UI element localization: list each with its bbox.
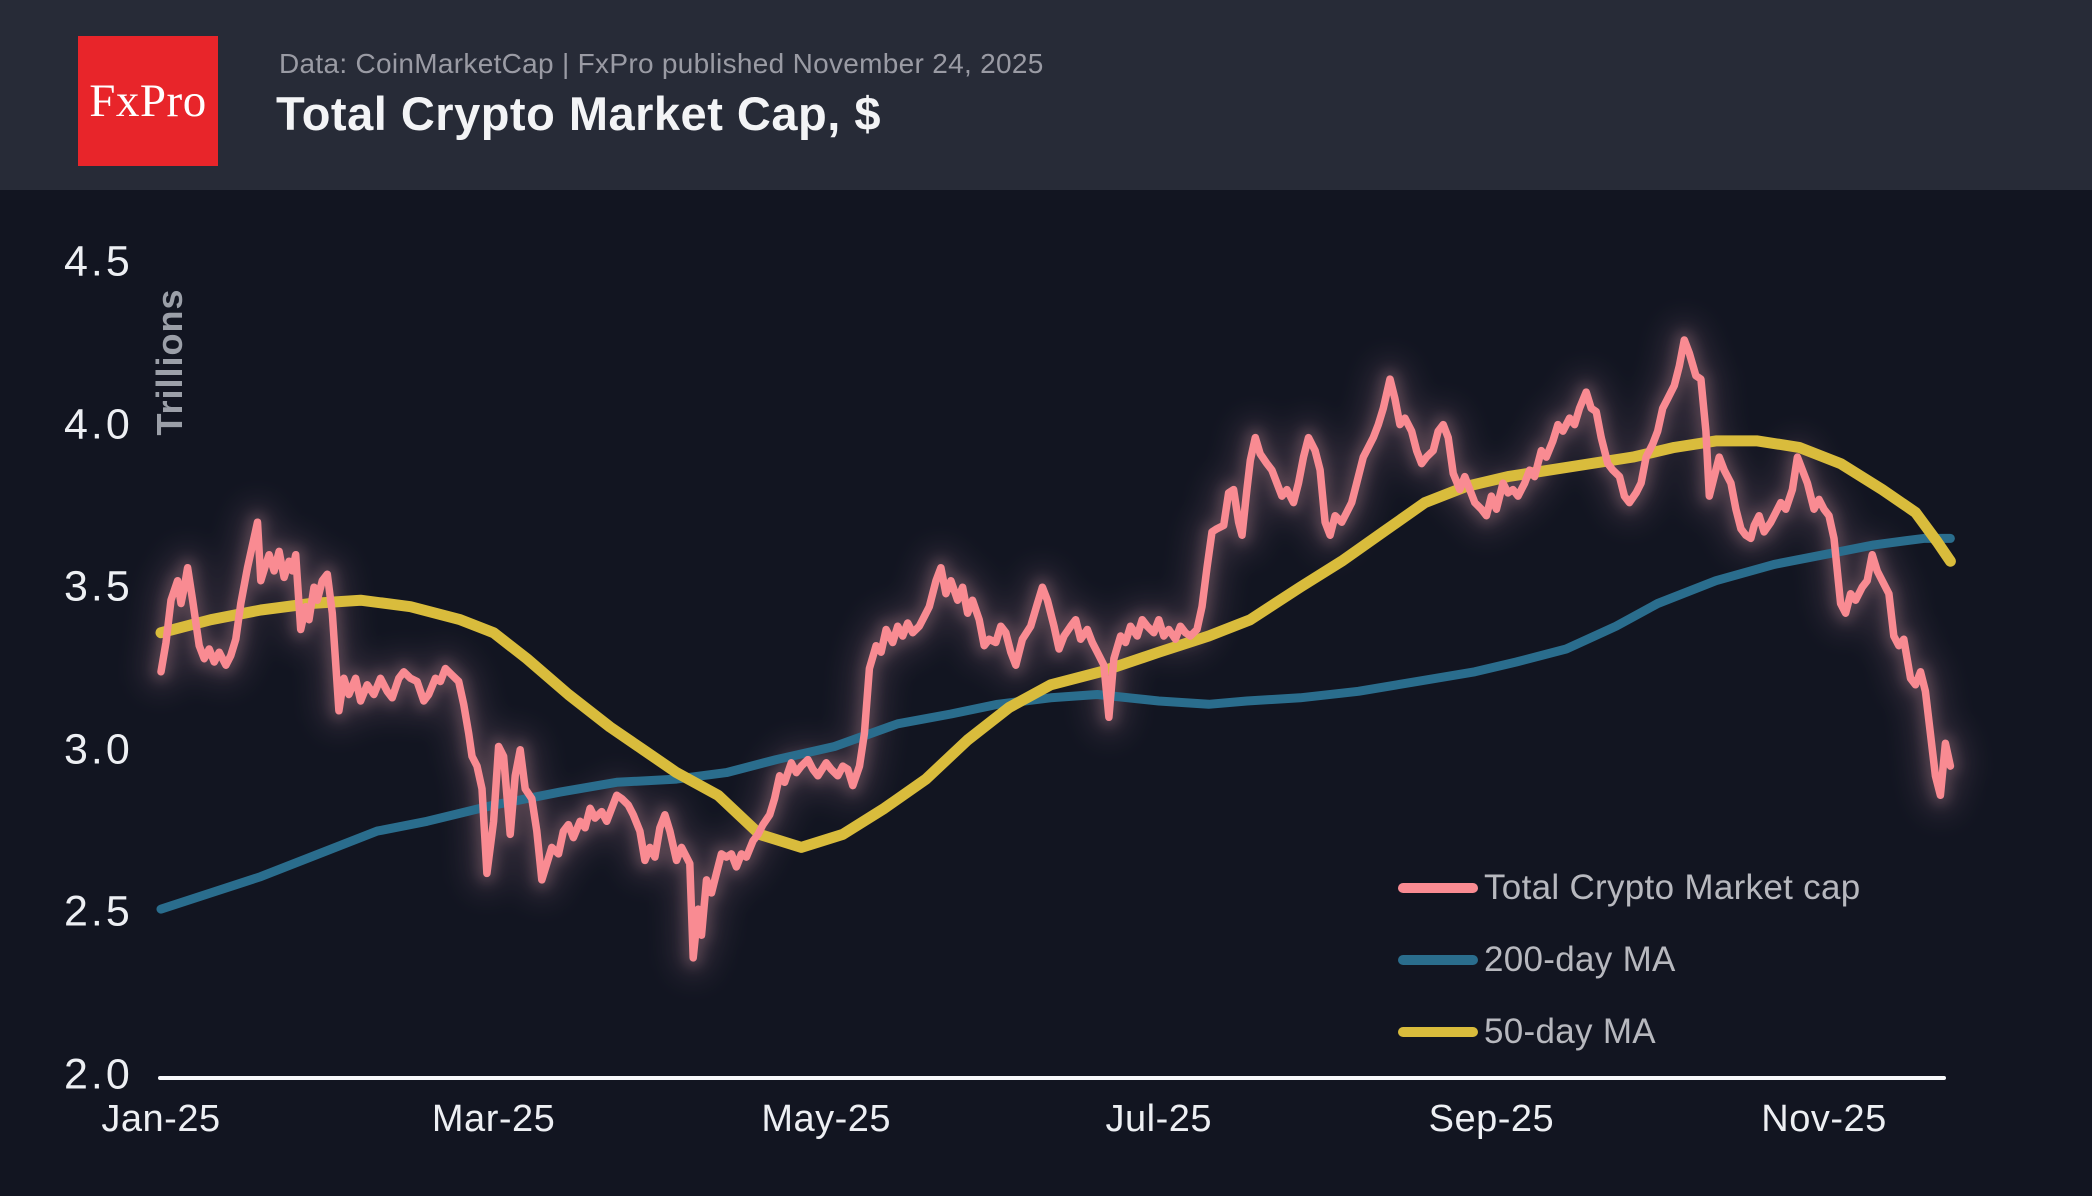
fxpro-logo-text: FxPro	[89, 75, 207, 127]
ma200-line	[156, 533, 1955, 914]
data-source-caption: Data: CoinMarketCap | FxPro published No…	[279, 48, 1044, 79]
legend-item-ma200: 200-day MA	[1398, 938, 1676, 982]
x-tick-may-25: May-25	[761, 1098, 892, 1140]
legend-item-market-cap: Total Crypto Market cap	[1398, 866, 1861, 910]
y-tick-3-5: 3.5	[64, 562, 133, 611]
market-cap-line	[157, 336, 1955, 962]
x-tick-nov-25: Nov-25	[1761, 1098, 1887, 1140]
market-cap-swatch	[1398, 883, 1478, 893]
x-tick-jan-25: Jan-25	[101, 1098, 221, 1140]
y-tick-4-0: 4.0	[64, 400, 133, 449]
y-tick-4-5: 4.5	[64, 237, 133, 286]
legend-label: 200-day MA	[1484, 940, 1676, 979]
y-tick-3-0: 3.0	[64, 725, 133, 774]
y-tick-2-0: 2.0	[64, 1050, 133, 1099]
legend-label: Total Crypto Market cap	[1484, 868, 1861, 907]
legend-label: 50-day MA	[1484, 1012, 1656, 1051]
y-tick-2-5: 2.5	[64, 887, 133, 936]
header-bar: FxPro Data: CoinMarketCap | FxPro publis…	[0, 0, 2092, 190]
x-tick-mar-25: Mar-25	[431, 1098, 556, 1140]
x-tick-sep-25: Sep-25	[1428, 1098, 1555, 1140]
fxpro-logo: FxPro	[78, 36, 218, 166]
ma200-swatch	[1398, 955, 1478, 965]
page-title: Total Crypto Market Cap, $	[276, 87, 881, 140]
legend-item-ma50: 50-day MA	[1398, 1010, 1656, 1054]
ma50-swatch	[1398, 1027, 1478, 1037]
x-tick-jul-25: Jul-25	[1105, 1098, 1213, 1140]
y-axis-label: Trillions	[149, 288, 190, 436]
